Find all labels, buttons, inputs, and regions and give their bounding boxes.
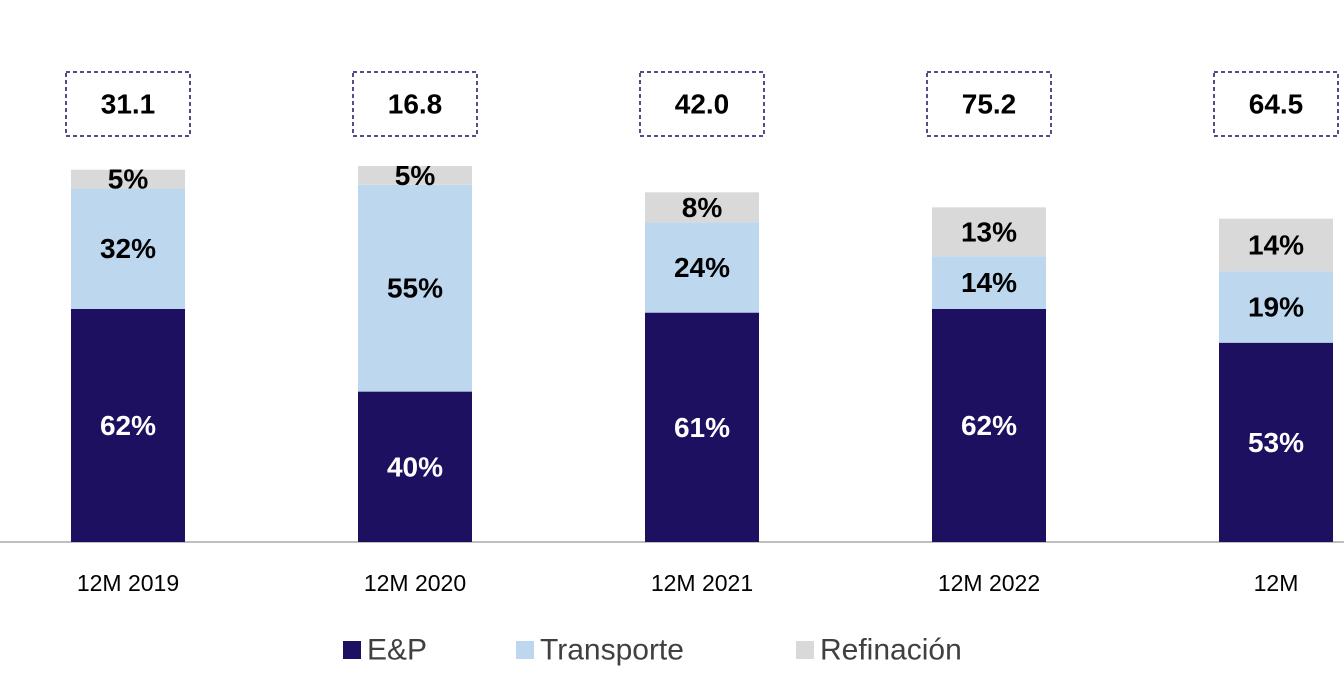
bar-segment [645, 192, 759, 223]
total-box [926, 71, 1052, 137]
total-box [65, 71, 191, 137]
bar-segment [932, 207, 1046, 257]
total-box [352, 71, 478, 137]
legend-label: Transporte [540, 634, 684, 667]
value-label: 14% [961, 267, 1017, 298]
bar-segment [932, 308, 1046, 542]
bar-segment [358, 184, 472, 392]
total-label: 31.1 [101, 89, 156, 120]
x-tick-label: 12M 2020 [364, 570, 466, 596]
value-label: 32% [100, 233, 156, 264]
x-tick-label: 12M 2021 [651, 570, 753, 596]
total-label: 64.5 [1249, 89, 1304, 120]
value-label: 62% [961, 410, 1017, 441]
value-label: 40% [387, 451, 443, 482]
bar-segment [645, 312, 759, 542]
value-label: 61% [674, 412, 730, 443]
x-tick-label: 12M 2019 [77, 570, 179, 596]
bar-segment [1219, 271, 1333, 343]
total-label: 75.2 [962, 89, 1017, 120]
bar-segment [358, 391, 472, 542]
bar-segment [71, 188, 185, 309]
bar-segment [645, 222, 759, 313]
bar-segment [932, 256, 1046, 309]
value-label: 8% [682, 192, 723, 223]
legend-label: Refinación [820, 634, 962, 667]
bar-segment [1219, 342, 1333, 542]
total-box [1213, 71, 1339, 137]
legend-swatch [796, 641, 814, 659]
value-label: 53% [1248, 427, 1304, 458]
x-tick-label: 12M [1254, 570, 1299, 596]
bar-segment [71, 169, 185, 189]
value-label: 13% [961, 216, 1017, 247]
value-label: 14% [1248, 229, 1304, 260]
legend-swatch [343, 641, 361, 659]
value-label: 19% [1248, 292, 1304, 323]
bar-segment [71, 308, 185, 542]
total-label: 42.0 [675, 89, 730, 120]
value-label: 55% [387, 273, 443, 304]
value-label: 24% [674, 252, 730, 283]
legend-swatch [516, 641, 534, 659]
total-box [639, 71, 765, 137]
bar-segment [1219, 218, 1333, 272]
value-label: 5% [395, 160, 436, 191]
value-label: 62% [100, 410, 156, 441]
value-label: 5% [108, 164, 149, 195]
total-label: 16.8 [388, 89, 443, 120]
x-tick-label: 12M 2022 [938, 570, 1040, 596]
legend-label: E&P [367, 634, 427, 667]
bar-segment [358, 166, 472, 185]
